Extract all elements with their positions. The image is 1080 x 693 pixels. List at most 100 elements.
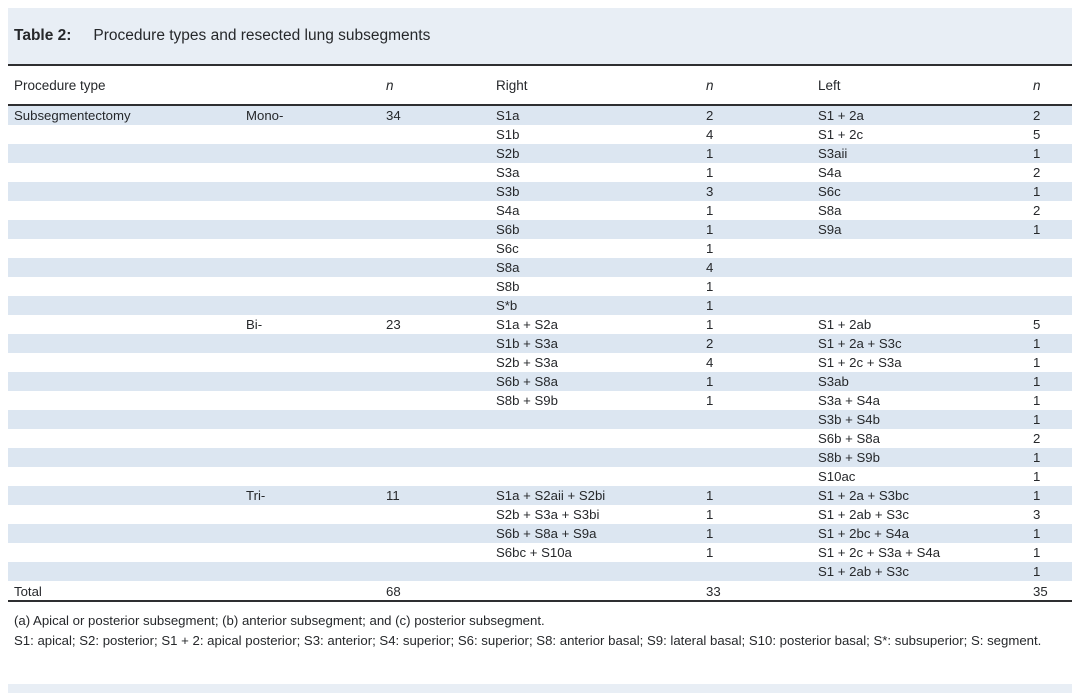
- cell-left-subsegment: S8b + S9b: [818, 450, 880, 465]
- cell-left-subsegment: S1 + 2bc + S4a: [818, 526, 909, 541]
- table-row: S6bc + S10a 1 S1 + 2c + S3a + S4a 1: [8, 543, 1072, 562]
- cell-left-subsegment: S1 + 2ab: [818, 317, 872, 332]
- table-row: S6b + S8a 1 S3ab 1: [8, 372, 1072, 391]
- cell-right-n: 1: [706, 393, 714, 408]
- table-row: S1 + 2ab + S3c 1: [8, 562, 1072, 581]
- cell-left-subsegment: [812, 277, 1027, 296]
- cell-n: [380, 258, 490, 277]
- cell-procedure-type: [8, 182, 240, 201]
- cell-n: 34: [386, 108, 401, 123]
- cell-procedure-type: [8, 372, 240, 391]
- cell-procedure-type: [8, 410, 240, 429]
- table-row: S3b 3 S6c 1: [8, 182, 1072, 201]
- cell-right-n: 2: [706, 336, 714, 351]
- cell-right-n: 1: [706, 507, 714, 522]
- cell-left-n: 1: [1033, 412, 1041, 427]
- cell-right-subsegment: S1a + S2a: [496, 317, 558, 332]
- cell-subtype: [240, 543, 380, 562]
- cell-procedure-type: [8, 486, 240, 505]
- cell-left-n: 1: [1033, 336, 1041, 351]
- cell-left-n: [1027, 239, 1072, 258]
- cell-n: [380, 353, 490, 372]
- cell-left-n: 1: [1033, 374, 1041, 389]
- cell-right-subsegment: [490, 467, 700, 486]
- cell-subtype: [240, 163, 380, 182]
- cell-left-subsegment: S3aii: [818, 146, 848, 161]
- cell-n: [380, 201, 490, 220]
- cell-n: 23: [386, 317, 401, 332]
- cell-procedure-type: [8, 144, 240, 163]
- cell-left-subsegment: S1 + 2ab + S3c: [818, 507, 909, 522]
- cell-left-n: 2: [1033, 431, 1041, 446]
- cell-n: [380, 144, 490, 163]
- cell-left-subsegment: S1 + 2c: [818, 127, 864, 142]
- cell-n: [380, 562, 490, 581]
- cell-procedure-type: [8, 163, 240, 182]
- table-row: S10ac 1: [8, 467, 1072, 486]
- cell-n: [380, 410, 490, 429]
- table-page: Table 2: Procedure types and resected lu…: [8, 8, 1072, 651]
- table-row: S2b 1 S3aii 1: [8, 144, 1072, 163]
- cell-left-subsegment: [812, 239, 1027, 258]
- cell-right-n: 1: [706, 488, 714, 503]
- cell-left-subsegment: S6b + S8a: [818, 431, 880, 446]
- cell-left-subsegment: S1 + 2c + S3a: [818, 355, 902, 370]
- cell-left-n: 1: [1033, 545, 1041, 560]
- cell-procedure-type: [8, 239, 240, 258]
- cell-procedure-type: [8, 448, 240, 467]
- table-row: S8a 4: [8, 258, 1072, 277]
- cell-subtype: [240, 391, 380, 410]
- cell-left-n: 2: [1033, 108, 1041, 123]
- cell-left-n: 1: [1033, 184, 1041, 199]
- cell-right-subsegment: S1a: [496, 108, 520, 123]
- cell-subtype: [240, 429, 380, 448]
- cell-procedure-type: [8, 201, 240, 220]
- cell-procedure-type: [8, 334, 240, 353]
- table-row: Bi- 23 S1a + S2a 1 S1 + 2ab 5: [8, 315, 1072, 334]
- cell-subtype: [240, 220, 380, 239]
- cell-left-subsegment: S1 + 2a + S3c: [818, 336, 902, 351]
- cell-right-subsegment: S3a: [496, 165, 520, 180]
- table-row: S8b + S9b 1: [8, 448, 1072, 467]
- cell-right-n: 1: [706, 298, 714, 313]
- cell-n: [380, 182, 490, 201]
- cell-right-n: 1: [706, 146, 714, 161]
- col-header-right: Right: [496, 77, 528, 93]
- cell-left-subsegment: S3a + S4a: [818, 393, 880, 408]
- table-row: S6b + S8a 2: [8, 429, 1072, 448]
- cell-right-subsegment: S1b: [496, 127, 520, 142]
- cell-right-subsegment: S4a: [496, 203, 520, 218]
- cell-n: [380, 296, 490, 315]
- col-header-n1: n: [386, 77, 394, 93]
- cell-left-n: 2: [1033, 165, 1041, 180]
- table-row: S2b + S3a + S3bi 1 S1 + 2ab + S3c 3: [8, 505, 1072, 524]
- cell-right-subsegment: S6b + S8a + S9a: [496, 526, 597, 541]
- cell-n: [380, 372, 490, 391]
- cell-right-subsegment: [490, 429, 700, 448]
- cell-left-n: [1027, 258, 1072, 277]
- cell-left-subsegment: [812, 296, 1027, 315]
- table-row: S8b 1: [8, 277, 1072, 296]
- cell-n: [380, 163, 490, 182]
- cell-subtype: [240, 144, 380, 163]
- cell-right-n: [700, 429, 812, 448]
- table-footnotes: (a) Apical or posterior subsegment; (b) …: [8, 602, 1072, 651]
- cell-subtype: [240, 239, 380, 258]
- col-header-n2: n: [706, 77, 714, 93]
- cell-right-subsegment: S6c: [496, 241, 519, 256]
- cell-right-subsegment: S3b: [496, 184, 520, 199]
- cell-n: [380, 505, 490, 524]
- bottom-band: [8, 684, 1072, 693]
- cell-left-n: 3: [1033, 507, 1041, 522]
- cell-left-n: 2: [1033, 203, 1041, 218]
- cell-n: 11: [386, 488, 400, 503]
- cell-subtype: [240, 448, 380, 467]
- cell-procedure-type: [8, 315, 240, 334]
- cell-subtype: Bi-: [246, 317, 263, 332]
- cell-n: [380, 467, 490, 486]
- cell-right-subsegment: [490, 410, 700, 429]
- cell-right-n: 1: [706, 165, 714, 180]
- cell-right-n: [700, 467, 812, 486]
- cell-n: [380, 220, 490, 239]
- cell-n: [380, 543, 490, 562]
